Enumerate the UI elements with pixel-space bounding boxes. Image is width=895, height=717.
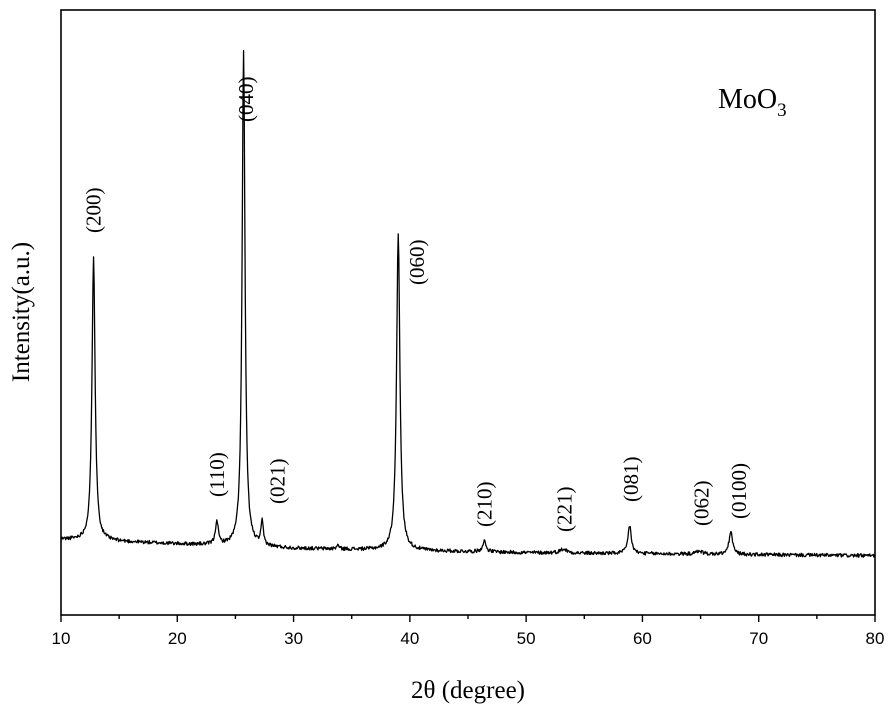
peak-label: (221)	[553, 487, 577, 533]
peak-label: (040)	[234, 77, 258, 123]
x-tick-label: 60	[633, 629, 652, 648]
peak-label: (110)	[205, 452, 229, 497]
x-tick-label: 40	[400, 629, 419, 648]
sample-label-subscript: 3	[777, 100, 787, 121]
x-tick-label: 10	[52, 629, 71, 648]
sample-label: MoO3	[718, 84, 787, 121]
x-tick-label: 20	[168, 629, 187, 648]
x-tick-label: 30	[284, 629, 303, 648]
peak-label: (060)	[405, 240, 429, 286]
peak-label: (210)	[472, 481, 496, 527]
peak-label: (200)	[82, 188, 106, 234]
x-tick-label: 70	[749, 629, 768, 648]
x-axis-ticks	[60, 615, 876, 622]
x-axis-tick-labels: 10 20 30 40 50 60 70 80	[52, 629, 885, 648]
peak-label: (062)	[690, 481, 714, 527]
xrd-pattern-line	[60, 50, 876, 558]
peak-label: (081)	[619, 457, 643, 503]
peak-label: (0100)	[727, 463, 751, 519]
x-tick-label: 80	[866, 629, 885, 648]
peak-annotations: (200) (110) (040) (021) (060) (210) (221) (081)…	[82, 77, 751, 533]
sample-label-base: MoO	[718, 84, 777, 115]
y-axis-title: Intensity(a.u.)	[8, 242, 35, 382]
x-tick-label: 50	[517, 629, 536, 648]
x-axis-title: 2θ (degree)	[411, 677, 525, 704]
peak-label: (021)	[265, 459, 289, 505]
